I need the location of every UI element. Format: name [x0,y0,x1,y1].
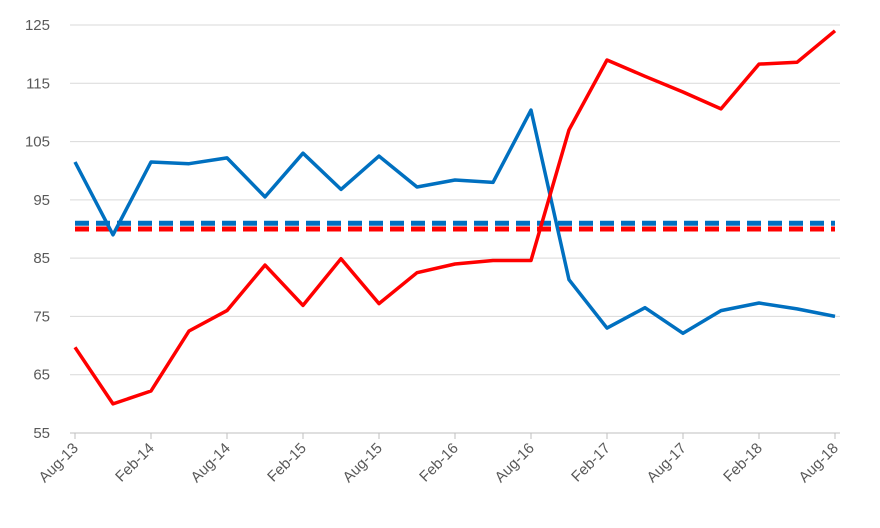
y-tick-label: 55 [33,425,50,442]
y-tick-label: 85 [33,250,50,267]
x-axis-ticks: Aug-13 Feb-14 Aug-14 Feb-15 Aug-15 Feb-16 Aug-… [36,433,842,486]
y-axis-ticks: 55 65 75 85 95 105 115 125 [25,17,50,442]
x-tick-label: Feb-18 [720,440,766,486]
y-tick-label: 75 [33,308,50,325]
x-tick-label: Aug-14 [188,440,234,486]
series-line-solid-red [73,29,837,406]
x-tick-label: Aug-18 [796,440,842,486]
y-tick-label: 115 [26,75,50,92]
x-tick-label: Aug-15 [340,440,386,486]
x-tick-label: Feb-14 [112,440,158,486]
x-tick-label: Aug-16 [492,440,538,486]
gridlines [70,24,840,376]
series-line-solid-blue [73,108,836,336]
x-tick-label: Feb-17 [568,440,614,486]
x-tick-label: Aug-13 [36,440,82,486]
y-tick-label: 95 [33,192,50,209]
series-group [73,29,837,406]
x-tick-label: Feb-16 [416,440,462,486]
y-tick-label: 65 [33,367,50,384]
y-tick-label: 125 [25,17,50,34]
x-tick-label: Aug-17 [644,440,690,486]
y-tick-label: 105 [25,134,50,151]
x-tick-label: Feb-15 [264,440,310,486]
